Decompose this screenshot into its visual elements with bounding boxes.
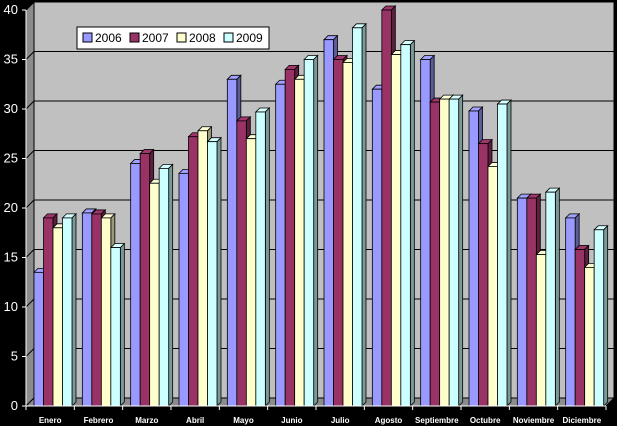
legend-item: 2009 xyxy=(223,31,263,45)
gridline xyxy=(25,51,614,60)
bar xyxy=(448,94,464,407)
bar xyxy=(496,99,512,407)
legend-label: 2009 xyxy=(236,31,263,45)
bar xyxy=(593,224,609,407)
x-tick-label: Septiembre xyxy=(415,416,459,425)
x-tick-label: Diciembre xyxy=(562,416,601,425)
x-tick-label: Noviembre xyxy=(513,416,555,425)
legend-box xyxy=(76,26,270,50)
legend-swatch xyxy=(82,32,93,43)
y-tick-label: 10 xyxy=(4,299,18,314)
x-tick-label: Junio xyxy=(281,416,302,425)
bars xyxy=(33,5,609,407)
bar xyxy=(254,107,271,407)
legend-label: 2007 xyxy=(142,31,169,45)
axes: 0 5 10 15 20 25 30 35 40 Enero Febrero Marzo Abril Ma… xyxy=(4,2,607,425)
x-tick-label: Julio xyxy=(331,416,350,425)
bar xyxy=(109,242,126,407)
legend-swatch xyxy=(129,32,140,43)
x-tick-label: Mayo xyxy=(233,416,254,425)
y-tick-label: 15 xyxy=(4,250,18,265)
x-tick-label: Abril xyxy=(186,416,204,425)
legend-item: 2006 xyxy=(82,31,122,45)
y-tick-label: 40 xyxy=(4,2,18,17)
y-tick-label: 30 xyxy=(4,101,18,116)
bar xyxy=(303,54,319,407)
legend-label: 2008 xyxy=(189,31,216,45)
y-tick-label: 20 xyxy=(4,200,18,215)
legend: 2006 2007 2008 2009 xyxy=(76,26,270,50)
y-tick-label: 0 xyxy=(11,398,18,413)
bar xyxy=(399,39,416,407)
y-tick-label: 25 xyxy=(4,151,18,166)
bar xyxy=(544,187,561,407)
x-tick-label: Febrero xyxy=(84,416,114,425)
bar xyxy=(158,163,174,407)
bar xyxy=(351,22,367,407)
gridline xyxy=(25,1,614,11)
x-tick-label: Agosto xyxy=(375,416,403,425)
y-tick-label: 5 xyxy=(11,349,18,364)
bar xyxy=(206,136,222,407)
legend-item: 2007 xyxy=(129,31,169,45)
legend-swatch xyxy=(223,32,234,43)
x-tick-label: Enero xyxy=(39,416,62,425)
y-tick-label: 35 xyxy=(4,52,18,67)
x-tick-label: Marzo xyxy=(135,416,158,425)
legend-swatch xyxy=(176,32,187,43)
bar xyxy=(61,212,77,407)
legend-label: 2006 xyxy=(95,31,122,45)
legend-item: 2008 xyxy=(176,31,216,45)
x-tick-label: Octubre xyxy=(470,416,501,425)
